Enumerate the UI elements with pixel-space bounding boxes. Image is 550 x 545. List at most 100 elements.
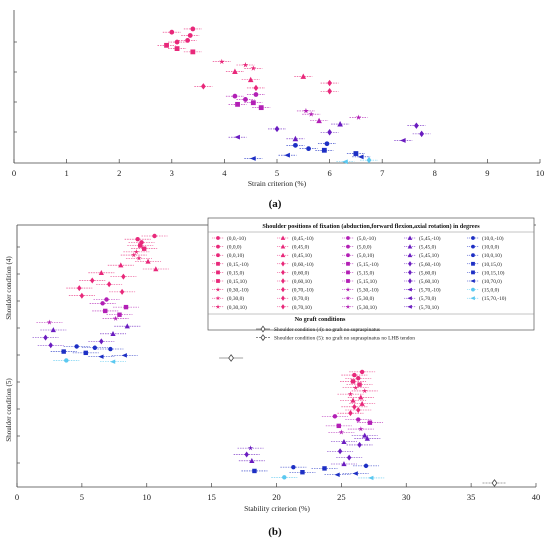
legend-entry-label: (5,60,10)	[419, 278, 439, 285]
panel-a-point	[327, 88, 332, 95]
panel-b-point	[112, 315, 119, 321]
panel-b-point	[367, 420, 373, 425]
legend-swatch-marker	[407, 296, 412, 301]
panel-b-point	[338, 429, 345, 435]
panel-b-point	[135, 236, 140, 242]
panel-a-point	[337, 121, 343, 127]
legend-swatch-marker	[470, 296, 475, 301]
legend-entry-label: (5,15,-10)	[357, 261, 379, 268]
panel-b-x-tick-label: 35	[467, 492, 476, 502]
panel-b-point	[48, 342, 53, 349]
panel-a-x-tick-label: 8	[433, 168, 437, 178]
panel-b-point	[103, 308, 108, 314]
legend-title: Shoulder positions of fixation (abductio…	[262, 223, 480, 230]
legend: Shoulder positions of fixation (abductio…	[207, 217, 535, 331]
panel-a-point	[284, 152, 290, 158]
panel-b-point	[348, 410, 353, 417]
panel-b-point	[133, 249, 140, 255]
panel-b-point	[118, 262, 124, 268]
legend-swatch-marker	[281, 295, 285, 301]
legend-swatch-marker	[471, 261, 475, 266]
panel-b-point	[336, 423, 341, 429]
panel-b-point	[352, 372, 357, 378]
panel-b-point	[282, 475, 287, 480]
panel-b-point	[124, 323, 130, 329]
panel-a-point	[247, 76, 254, 83]
panel-b-point	[138, 243, 143, 248]
panel-a-x-tick-label: 4	[222, 168, 227, 178]
legend-entry-label: (5,45,0)	[419, 244, 436, 251]
legend-swatch-marker	[471, 244, 475, 249]
legend-entry-label: (15,0,0)	[482, 287, 499, 294]
panel-b-point	[145, 258, 151, 264]
legend-entry-label: (10,15,0)	[482, 261, 502, 268]
legend-swatch-marker	[216, 236, 220, 240]
legend-entry-label: (10,15,10)	[482, 269, 505, 276]
panel-b-point	[100, 301, 105, 306]
panel-a-x-tick-label: 3	[170, 168, 174, 178]
legend-entry-label: (5,0,-10)	[357, 235, 376, 242]
panel-a-x-tick-label: 6	[327, 168, 331, 178]
panel-a-point	[185, 38, 190, 43]
panel-b-point	[61, 349, 66, 354]
panel-b-x-tick-label: 40	[532, 492, 541, 502]
panel-b-point	[322, 466, 327, 471]
panel-a-point	[274, 125, 280, 133]
legend-swatch-marker	[346, 279, 350, 283]
panel-b-point	[249, 457, 255, 463]
legend-entry-label: (0,0,10)	[227, 252, 244, 259]
panel-a-point	[342, 159, 348, 165]
panel-a-point	[292, 135, 299, 142]
panel-a-x-label: Strain criterion (%)	[248, 179, 307, 188]
no-graft-entry-label: Shoulder condition (4): no graft no supr…	[274, 326, 380, 333]
panel-a-point	[232, 68, 238, 74]
legend-swatch-marker	[215, 287, 221, 292]
legend-swatch-marker	[345, 287, 351, 292]
panel-b-point	[77, 285, 82, 292]
panel-b-point	[131, 252, 137, 258]
panel-b-point	[99, 338, 104, 345]
legend-swatch-marker	[216, 270, 220, 275]
legend-swatch-marker	[407, 287, 412, 292]
panel-a-x-tick-label: 2	[117, 168, 121, 178]
legend-swatch-marker	[281, 269, 285, 276]
panel-a-point	[253, 92, 259, 97]
legend-entry-label: (10,0,-10)	[482, 235, 504, 242]
panel-a-point	[419, 130, 425, 138]
legend-entry-label: (0,45,0)	[292, 244, 309, 251]
panel-a-point	[293, 142, 298, 148]
legend-swatch-marker	[470, 279, 475, 283]
panel-a-point	[190, 49, 196, 55]
panel-a-point	[243, 97, 248, 102]
legend-entry-label: (0,60,0)	[292, 269, 309, 276]
legend-swatch-marker	[471, 236, 475, 240]
panel-a-point	[164, 42, 169, 48]
legend-swatch-marker	[281, 261, 285, 267]
panel-b-point	[50, 327, 56, 333]
panel-b-point	[247, 445, 254, 451]
panel-b-point	[358, 394, 364, 400]
legend-entry-label: (10,70,0)	[482, 278, 502, 285]
panel-b-point	[352, 384, 359, 391]
panel-b-point	[121, 353, 127, 358]
panel-a-point	[174, 39, 180, 45]
panel-a-point	[169, 29, 175, 35]
legend-swatch-marker	[407, 304, 412, 309]
legend-entry-label: (5,70,-10)	[419, 287, 441, 294]
panel-a-point	[321, 147, 327, 153]
panel-a-point	[357, 154, 364, 160]
panel-a-x-tick-label: 5	[275, 168, 279, 178]
legend-swatch-marker	[407, 252, 413, 258]
panel-b-point	[117, 312, 122, 317]
panel-a-point	[250, 156, 256, 161]
legend-entry-label: (0,30,-10)	[227, 287, 249, 294]
legend-swatch-marker	[346, 244, 350, 249]
panel-a-chart: 0 1 2 3 4 5 6 7 8 9 10 Strain criterion (%)	[12, 10, 544, 188]
panel-a-x-tick-label: 7	[380, 168, 384, 178]
panel-a-point	[366, 156, 372, 164]
no-graft-point	[228, 354, 234, 362]
panel-b-point	[346, 454, 352, 461]
legend-swatch-marker	[346, 270, 350, 275]
legend-entry-label: (0,15,-10)	[227, 261, 249, 268]
legend-swatch-marker	[216, 253, 220, 258]
